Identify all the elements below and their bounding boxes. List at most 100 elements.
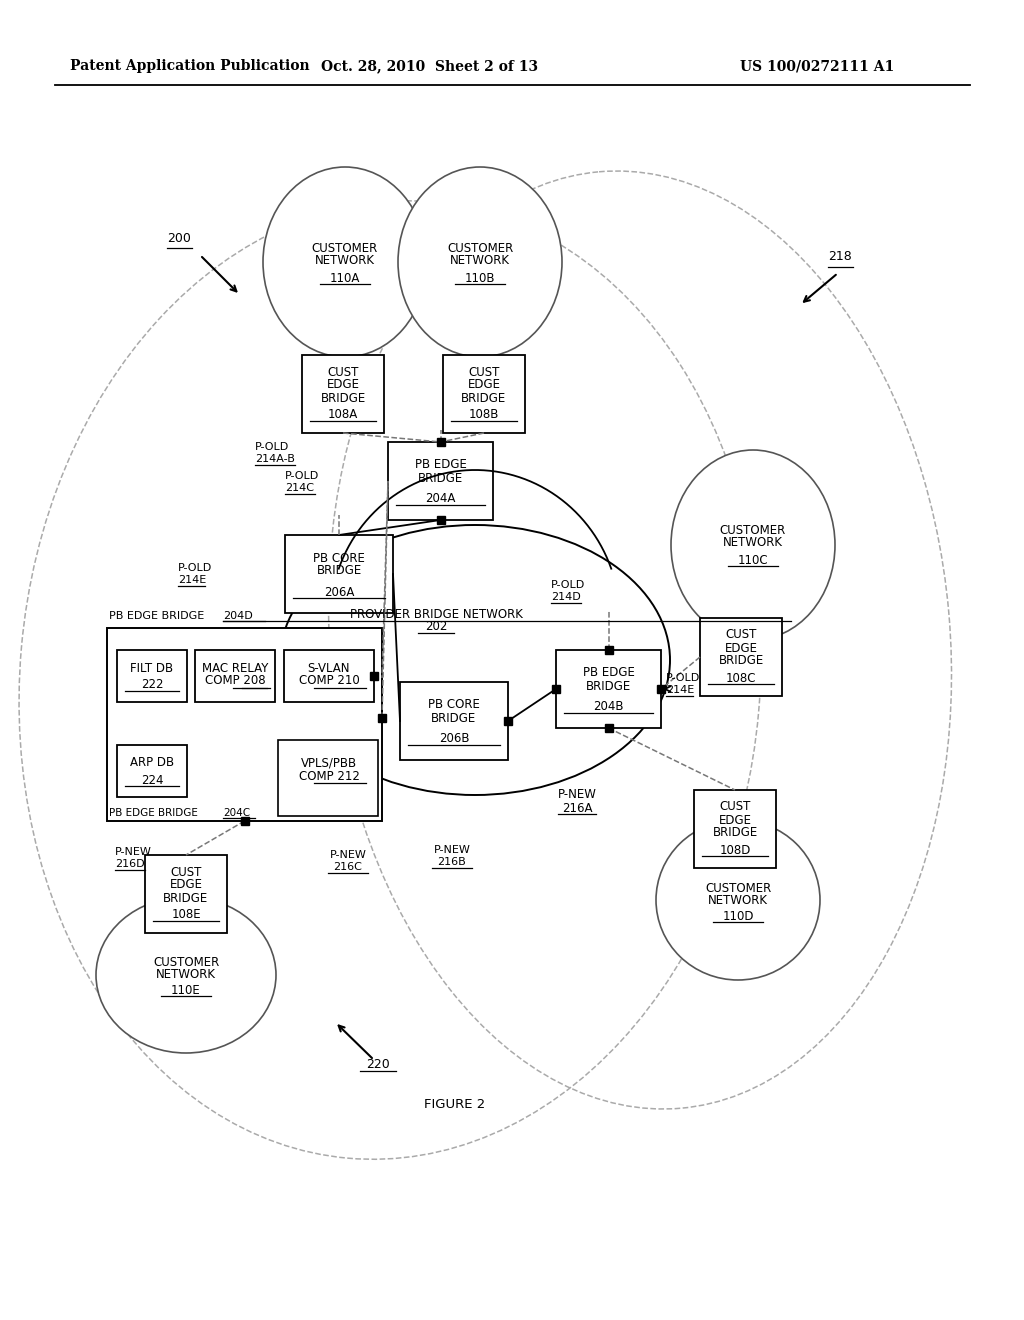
Text: PB CORE: PB CORE <box>428 698 480 711</box>
Text: P-NEW: P-NEW <box>115 847 152 857</box>
Text: 200: 200 <box>167 231 190 244</box>
Text: BRIDGE: BRIDGE <box>719 655 764 668</box>
Text: CUSTOMER: CUSTOMER <box>312 242 378 255</box>
Ellipse shape <box>671 450 835 640</box>
Text: P-OLD: P-OLD <box>551 579 586 590</box>
Text: 110A: 110A <box>330 272 360 285</box>
Text: 110B: 110B <box>465 272 496 285</box>
Text: 110D: 110D <box>722 909 754 923</box>
Text: Oct. 28, 2010  Sheet 2 of 13: Oct. 28, 2010 Sheet 2 of 13 <box>322 59 539 73</box>
Bar <box>700 618 782 696</box>
Text: COMP 210: COMP 210 <box>299 675 359 688</box>
Text: NETWORK: NETWORK <box>450 255 510 268</box>
Text: 108B: 108B <box>469 408 499 421</box>
Text: BRIDGE: BRIDGE <box>321 392 366 404</box>
Bar <box>195 649 275 702</box>
Text: 216C: 216C <box>334 862 362 873</box>
Text: ARP DB: ARP DB <box>130 756 174 770</box>
Bar <box>285 535 393 612</box>
Text: FIGURE 2: FIGURE 2 <box>424 1098 485 1111</box>
Text: EDGE: EDGE <box>725 642 758 655</box>
Text: 220: 220 <box>367 1059 390 1072</box>
Text: 214E: 214E <box>178 576 206 585</box>
Text: PROVIDER BRIDGE NETWORK: PROVIDER BRIDGE NETWORK <box>349 607 522 620</box>
Text: NETWORK: NETWORK <box>723 536 783 549</box>
Bar <box>694 789 776 869</box>
Text: NETWORK: NETWORK <box>315 255 375 268</box>
Text: 214E: 214E <box>666 685 694 696</box>
Bar <box>443 355 525 433</box>
Text: COMP 212: COMP 212 <box>299 770 359 783</box>
Text: BRIDGE: BRIDGE <box>586 680 631 693</box>
Bar <box>145 855 227 933</box>
Text: 204C: 204C <box>223 808 250 818</box>
Text: CUSTOMER: CUSTOMER <box>705 882 771 895</box>
Text: 108E: 108E <box>171 908 201 921</box>
Text: 216A: 216A <box>562 801 592 814</box>
Bar <box>106 628 382 821</box>
Ellipse shape <box>96 898 276 1053</box>
Bar <box>278 741 378 816</box>
Text: 214A-B: 214A-B <box>255 454 295 465</box>
Text: 110E: 110E <box>171 983 201 997</box>
Bar <box>302 355 384 433</box>
Text: Patent Application Publication: Patent Application Publication <box>70 59 309 73</box>
Text: 204B: 204B <box>593 701 624 714</box>
Text: EDGE: EDGE <box>468 379 501 392</box>
Bar <box>284 649 374 702</box>
Text: MAC RELAY: MAC RELAY <box>202 661 268 675</box>
Text: 204A: 204A <box>425 492 456 506</box>
Bar <box>117 649 187 702</box>
Text: NETWORK: NETWORK <box>156 969 216 982</box>
Text: PB EDGE: PB EDGE <box>415 458 467 471</box>
Text: US 100/0272111 A1: US 100/0272111 A1 <box>740 59 894 73</box>
Text: P-OLD: P-OLD <box>285 471 319 480</box>
Text: P-OLD: P-OLD <box>178 564 212 573</box>
Ellipse shape <box>656 820 820 979</box>
Text: EDGE: EDGE <box>170 879 203 891</box>
Text: CUSTOMER: CUSTOMER <box>720 524 786 536</box>
Text: P-OLD: P-OLD <box>255 442 289 451</box>
Text: P-NEW: P-NEW <box>433 845 470 855</box>
Bar <box>400 682 508 760</box>
Text: BRIDGE: BRIDGE <box>316 565 361 578</box>
Ellipse shape <box>263 168 427 356</box>
Text: 216D: 216D <box>115 859 144 869</box>
Text: BRIDGE: BRIDGE <box>713 826 758 840</box>
Text: S-VLAN: S-VLAN <box>308 661 350 675</box>
Bar <box>284 744 374 797</box>
Text: 108C: 108C <box>726 672 757 685</box>
Text: CUST: CUST <box>725 628 757 642</box>
Text: BRIDGE: BRIDGE <box>164 891 209 904</box>
Text: 218: 218 <box>828 251 852 264</box>
Text: 202: 202 <box>425 620 447 634</box>
Text: CUST: CUST <box>719 800 751 813</box>
Text: 108A: 108A <box>328 408 358 421</box>
Bar <box>388 442 493 520</box>
Text: 206A: 206A <box>324 586 354 598</box>
Text: 224: 224 <box>140 774 163 787</box>
Text: BRIDGE: BRIDGE <box>418 471 463 484</box>
Text: P-OLD: P-OLD <box>666 673 700 682</box>
Text: 110C: 110C <box>737 553 768 566</box>
Text: 214D: 214D <box>551 591 581 602</box>
Text: BRIDGE: BRIDGE <box>462 392 507 404</box>
Text: CUST: CUST <box>328 366 358 379</box>
Text: CUST: CUST <box>468 366 500 379</box>
Bar <box>556 649 662 729</box>
Text: 216B: 216B <box>437 857 466 867</box>
Text: 214C: 214C <box>285 483 314 492</box>
Text: CUSTOMER: CUSTOMER <box>153 956 219 969</box>
Text: BRIDGE: BRIDGE <box>431 711 476 725</box>
Text: P-NEW: P-NEW <box>557 788 596 801</box>
Text: 206B: 206B <box>438 733 469 746</box>
Text: 108D: 108D <box>719 843 751 857</box>
Text: COMP 208: COMP 208 <box>205 675 265 688</box>
Text: 222: 222 <box>140 678 163 692</box>
Text: PB EDGE BRIDGE: PB EDGE BRIDGE <box>109 808 198 818</box>
Text: VPLS/PBB: VPLS/PBB <box>301 756 357 770</box>
Text: 204D: 204D <box>223 611 253 620</box>
Bar <box>117 744 187 797</box>
Text: CUSTOMER: CUSTOMER <box>446 242 513 255</box>
Text: P-NEW: P-NEW <box>330 850 367 861</box>
